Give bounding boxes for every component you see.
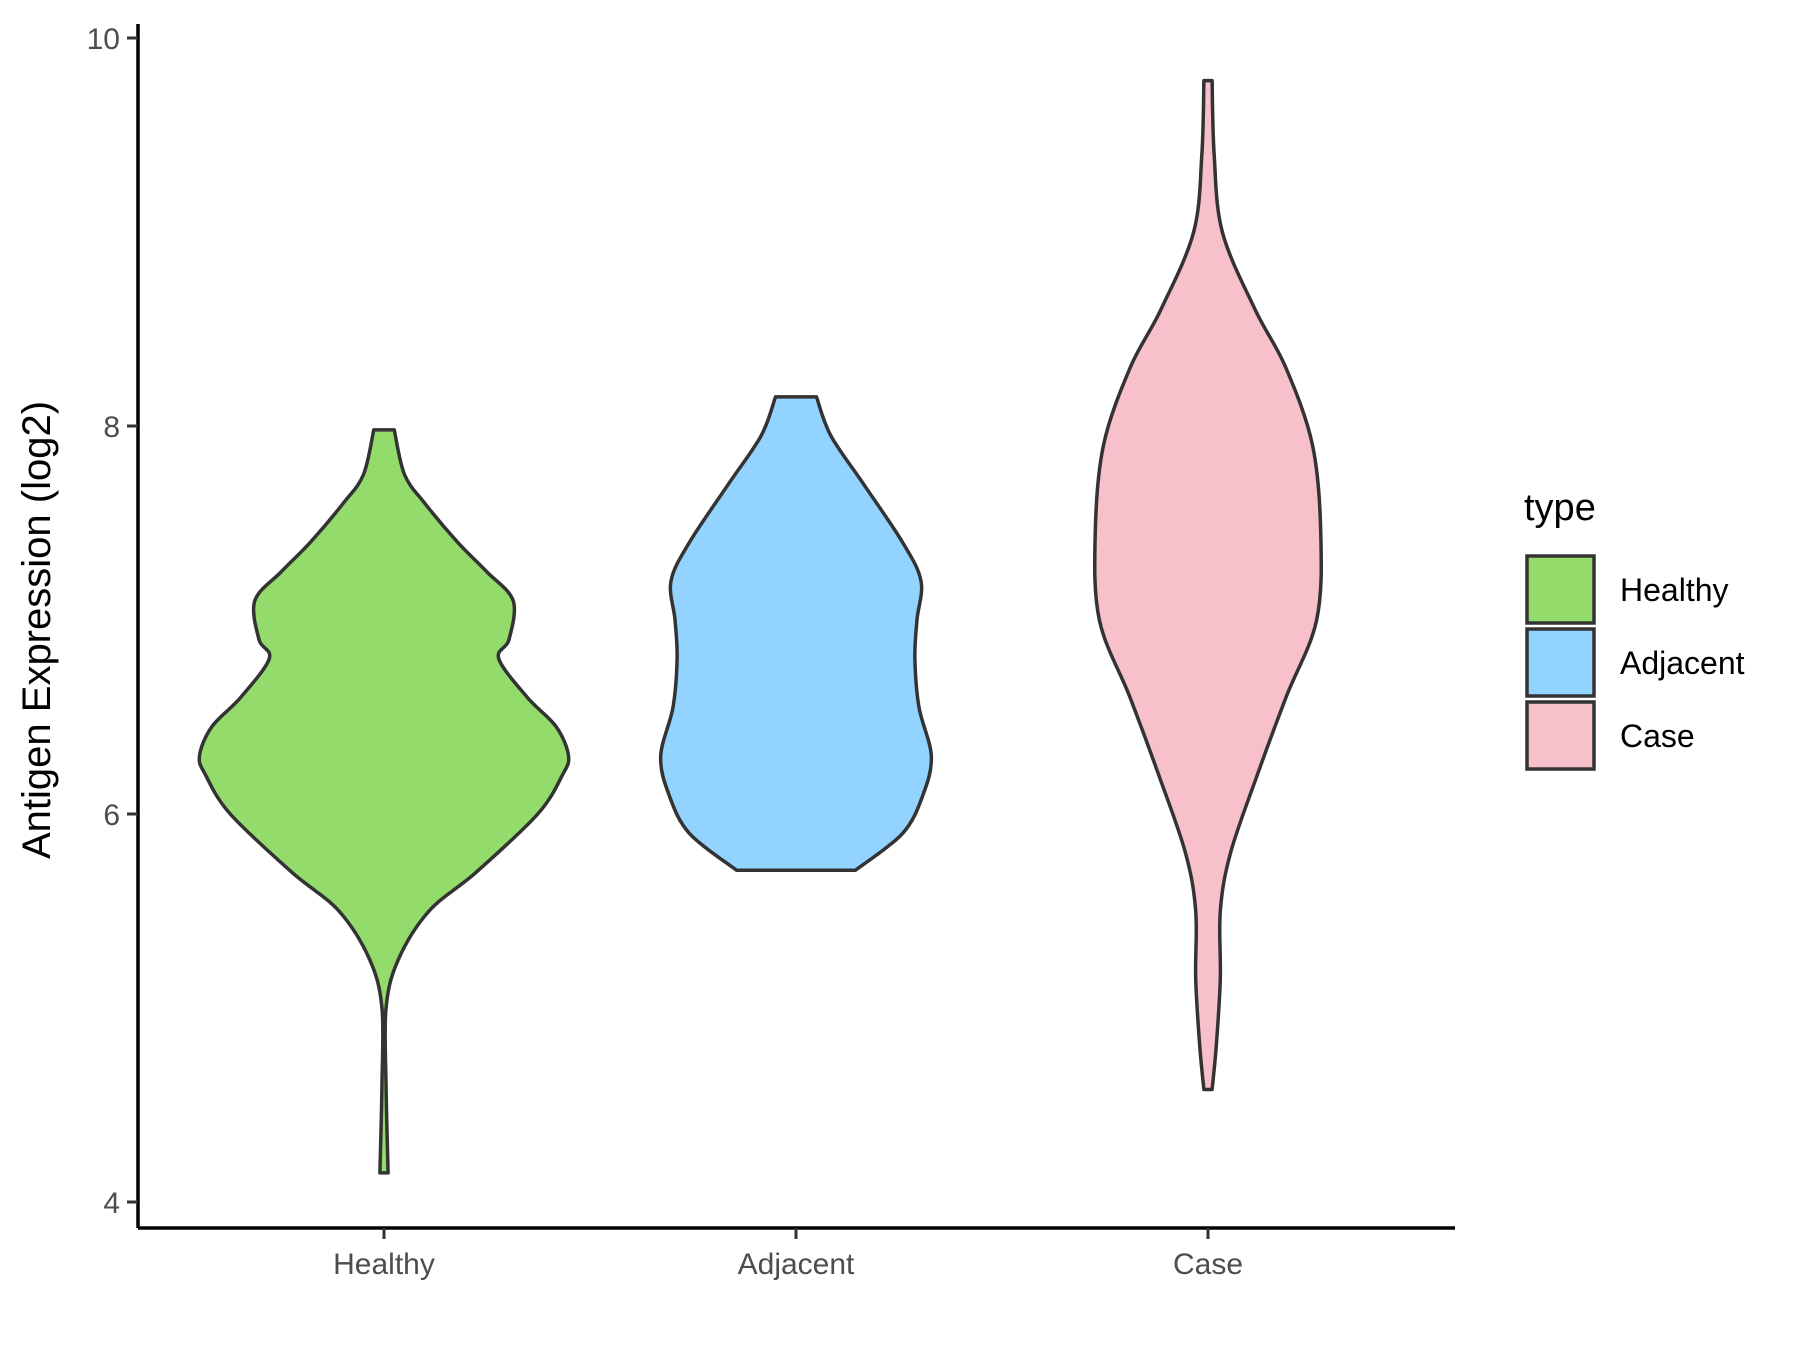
legend-items: Healthy Adjacent Case (1525, 554, 1745, 771)
x-tick-label: Case (1173, 1248, 1243, 1281)
legend-swatch-case (1525, 700, 1596, 771)
violin-case (1092, 78, 1324, 1092)
y-tick-label: 6 (103, 799, 120, 832)
y-ticks: 4 6 8 10 (87, 23, 138, 1220)
legend-swatch-healthy (1525, 554, 1596, 625)
legend-label-adjacent: Adjacent (1620, 645, 1745, 681)
violin-healthy (197, 428, 571, 1175)
y-tick-label: 10 (87, 23, 120, 56)
x-tick-label: Healthy (333, 1248, 435, 1281)
x-tick-label: Adjacent (738, 1248, 855, 1281)
legend-title: type (1524, 487, 1596, 529)
legend: type Healthy Adjacent Case (1524, 487, 1745, 771)
legend-label-healthy: Healthy (1620, 572, 1729, 608)
legend-swatch-adjacent (1525, 627, 1596, 698)
x-ticks: Healthy Adjacent Case (333, 1228, 1243, 1281)
y-tick-label: 4 (103, 1187, 120, 1220)
violins-layer (197, 78, 1324, 1175)
y-axis-title: Antigen Expression (log2) (15, 401, 59, 859)
legend-label-case: Case (1620, 718, 1695, 754)
violin-adjacent (658, 395, 934, 873)
y-tick-label: 8 (103, 411, 120, 444)
